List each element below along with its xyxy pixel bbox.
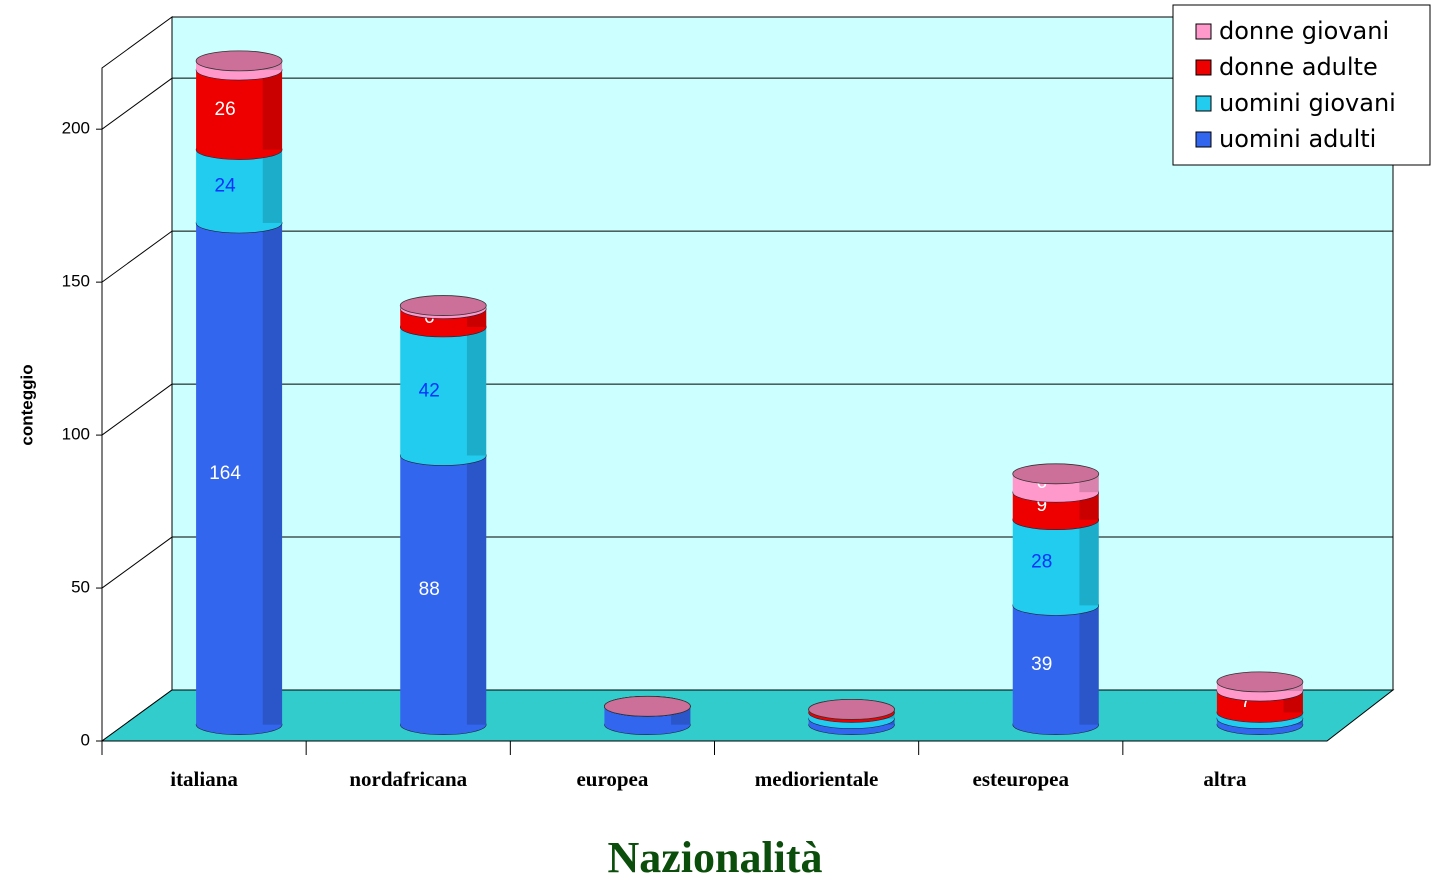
bar-segment <box>195 70 283 160</box>
legend-label: donne adulte <box>1219 53 1378 81</box>
x-tick-label: nordafricana <box>349 767 467 791</box>
bar-segment <box>399 326 487 466</box>
x-tick-label: italiana <box>170 767 238 791</box>
grid-line <box>101 230 173 283</box>
y-tick-label: 50 <box>71 578 90 597</box>
segment-shade <box>262 70 283 150</box>
bar-segment <box>195 149 283 234</box>
x-tick-label: mediorientale <box>755 767 879 791</box>
grid-line <box>101 536 173 589</box>
floor <box>100 689 1395 742</box>
x-axis-title: Nazionalità <box>607 833 822 881</box>
y-axis-label: conteggio <box>17 364 36 445</box>
bar-cap <box>1012 463 1100 485</box>
grid-line <box>101 77 173 130</box>
legend <box>1172 4 1431 166</box>
data-label: 24 <box>215 175 237 196</box>
y-tick-label: 100 <box>62 425 90 444</box>
data-label: 39 <box>1031 654 1052 675</box>
x-tick-label: altra <box>1203 767 1247 791</box>
bar-cap <box>808 698 895 720</box>
legend-label: uomini giovani <box>1219 89 1396 117</box>
data-label: 7 <box>1241 691 1252 712</box>
segment-shade <box>262 222 283 725</box>
bar-segment <box>195 222 283 735</box>
y-tick-label: 0 <box>81 730 90 749</box>
legend-swatch <box>1195 131 1212 148</box>
legend-swatch <box>1195 23 1212 40</box>
bar-segment <box>1012 519 1100 616</box>
x-tick-label: europea <box>576 767 648 791</box>
bar-cap <box>195 50 283 72</box>
segment-shade <box>466 455 487 725</box>
legend-swatch <box>1195 59 1212 76</box>
y-tick-label: 200 <box>62 119 90 138</box>
data-label: 9 <box>1036 495 1047 516</box>
data-label: 26 <box>215 99 236 120</box>
segment-shade <box>1079 519 1099 606</box>
bar-cap <box>399 295 487 316</box>
legend-label: uomini adulti <box>1219 125 1376 153</box>
segment-shade <box>466 326 487 456</box>
legend-label: donne giovani <box>1219 17 1389 45</box>
bar-cap <box>1216 671 1304 693</box>
segment-body <box>1012 519 1099 606</box>
x-tick-label: esteuropea <box>973 767 1070 791</box>
bar-segment <box>1012 605 1100 735</box>
segment-body <box>196 149 283 223</box>
data-label: 28 <box>1031 552 1052 573</box>
bar-segment <box>399 455 487 735</box>
bar-cap <box>604 695 691 717</box>
segment-body <box>196 222 283 725</box>
data-label: 164 <box>209 463 241 484</box>
segment-shade <box>262 149 283 223</box>
data-label: 42 <box>419 380 440 401</box>
data-label: 88 <box>419 579 440 600</box>
side-wall <box>101 16 173 742</box>
segment-shade <box>1079 605 1099 725</box>
y-tick-label: 150 <box>62 272 90 291</box>
segment-body <box>1012 605 1099 725</box>
grid-line <box>101 383 173 436</box>
legend-swatch <box>1195 95 1212 112</box>
segment-body <box>400 455 487 725</box>
segment-body <box>196 70 283 150</box>
segment-body <box>400 326 487 456</box>
